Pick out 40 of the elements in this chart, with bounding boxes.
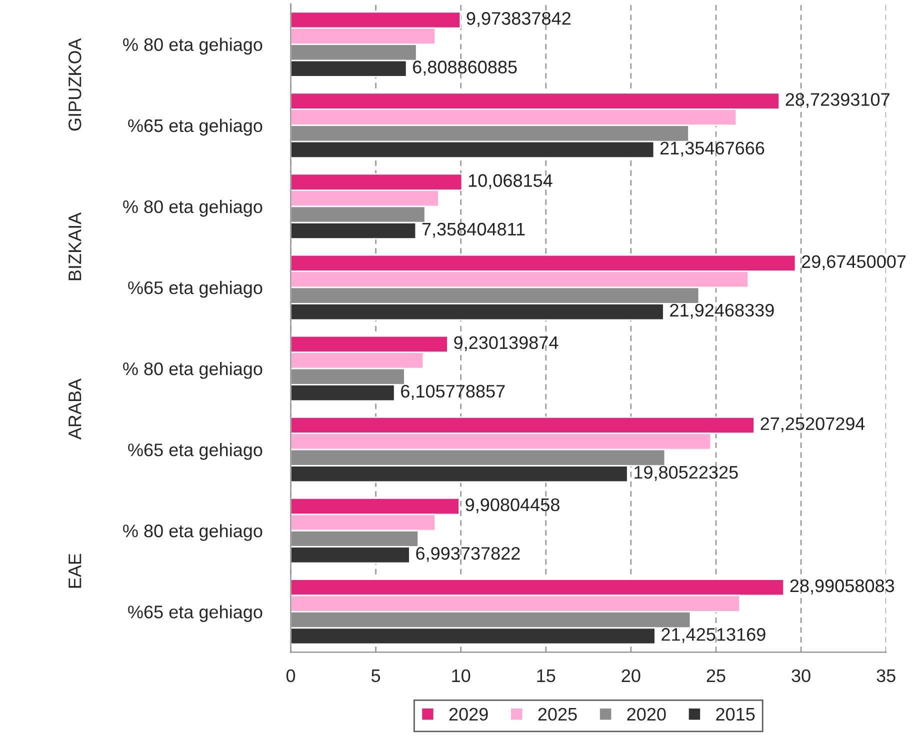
legend-label: 2025 [538,708,577,721]
data-label: 10,068154 [468,174,552,190]
text: BIZKAIA [68,212,82,280]
data-label: 6,993737822 [416,547,520,562]
data-label: 9,973837842 [466,12,570,27]
data-label: 27,25207294 [760,417,865,432]
legend-label: 2029 [449,708,488,721]
data-label: 29,67450007 [802,255,906,270]
text: GIPUZKOA [68,38,82,131]
data-label: 9,90804458 [466,498,560,514]
y-tick-label: % 80 eta gehiago [123,524,262,541]
y-tick-label: % 80 eta gehiago [123,200,262,217]
data-label: 6,808860885 [413,60,517,76]
data-label: 7,358404811 [422,222,525,238]
data-label: 28,99058083 [790,579,894,594]
data-label: 21,92468339 [670,304,774,319]
x-tick-label: 20 [622,669,640,682]
text: ARABA [68,378,82,440]
y-tick-label: %65 eta gehiago [128,280,262,298]
y-tick-label: %65 eta gehiago [128,605,262,622]
legend-label: 2015 [716,708,755,721]
y-tick-label: % 80 eta gehiago [123,362,262,379]
x-tick-label: 0 [286,669,296,682]
data-label: 21,35467666 [660,142,764,157]
x-tick-label: 15 [537,670,556,682]
y-tick-label: %65 eta gehiago [128,118,262,136]
legend-label: 2020 [627,708,666,721]
data-label: 9,230139874 [454,336,558,352]
data-label: 6,105778857 [401,384,505,400]
y-tick-label: %65 eta gehiago [128,443,262,460]
x-tick-label: 30 [792,669,810,682]
data-label: 19,80522325 [634,466,738,481]
data-label: 21,42513169 [662,628,766,643]
text: EAE [68,554,82,588]
x-tick-label: 5 [371,670,380,682]
x-tick-label: 25 [706,669,726,682]
data-label: 28,72393107 [786,93,890,108]
x-tick-label: 10 [452,669,470,682]
y-tick-label: % 80 eta gehiago [123,38,262,55]
x-tick-label: 35 [876,669,896,682]
